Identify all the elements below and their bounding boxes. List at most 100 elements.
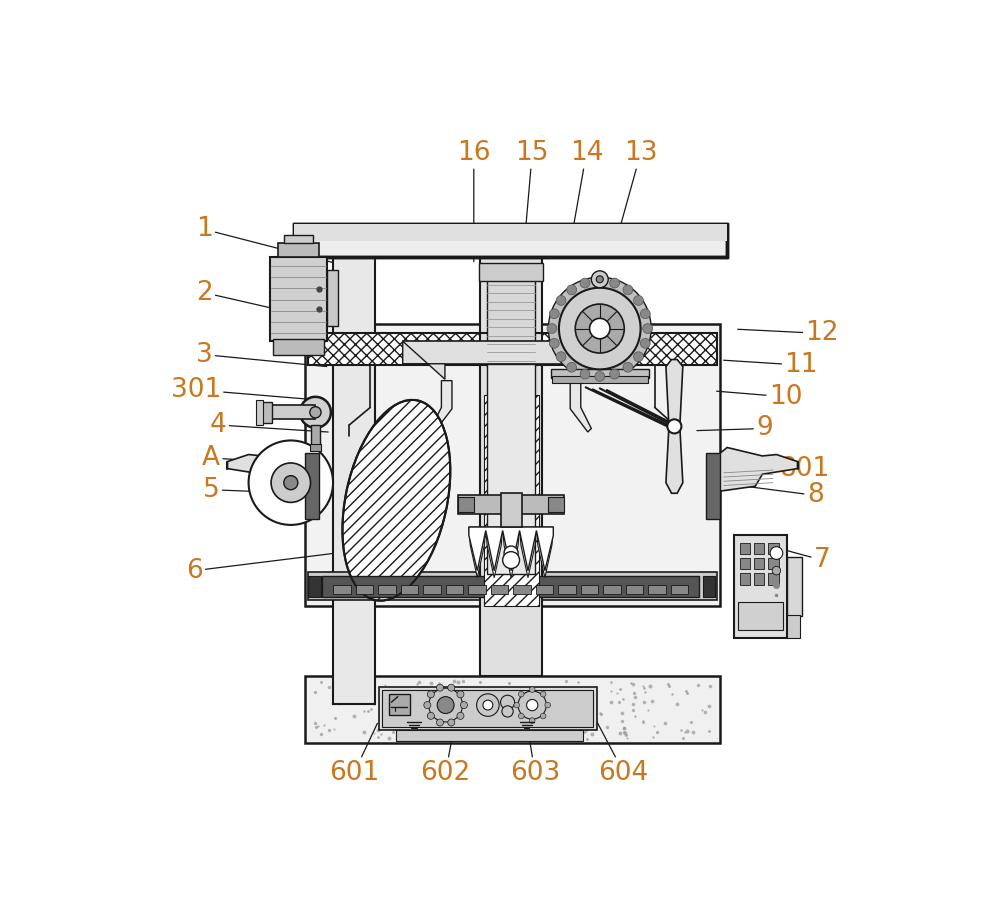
Bar — [458, 497, 474, 512]
Bar — [740, 573, 750, 585]
Polygon shape — [469, 527, 553, 570]
Bar — [501, 494, 522, 527]
Bar — [581, 586, 598, 594]
Bar — [536, 586, 553, 594]
Circle shape — [634, 352, 643, 362]
Circle shape — [575, 304, 624, 353]
Bar — [787, 615, 800, 638]
Text: 301: 301 — [171, 377, 314, 403]
Bar — [305, 324, 720, 606]
Bar — [389, 694, 410, 715]
Circle shape — [610, 278, 619, 288]
Bar — [558, 586, 576, 594]
Bar — [308, 333, 717, 366]
Polygon shape — [577, 341, 619, 379]
Bar — [378, 586, 396, 594]
Circle shape — [436, 719, 444, 726]
Text: 4: 4 — [210, 412, 328, 438]
Bar — [458, 494, 564, 515]
Bar — [327, 271, 338, 326]
Circle shape — [437, 696, 454, 714]
Circle shape — [529, 717, 535, 723]
Circle shape — [549, 309, 559, 319]
Polygon shape — [469, 527, 486, 578]
Polygon shape — [503, 527, 520, 578]
Bar — [740, 543, 750, 554]
Circle shape — [610, 369, 619, 379]
Bar — [403, 341, 619, 364]
Circle shape — [518, 691, 524, 697]
Text: 601: 601 — [329, 723, 379, 786]
Bar — [484, 395, 539, 606]
Circle shape — [623, 285, 633, 294]
Text: 801: 801 — [738, 455, 830, 482]
Bar — [670, 422, 679, 430]
Bar — [382, 690, 593, 727]
Circle shape — [567, 285, 577, 294]
Text: 1: 1 — [196, 217, 335, 263]
Text: 12: 12 — [738, 321, 839, 346]
Polygon shape — [431, 380, 452, 432]
Text: A: A — [202, 445, 272, 471]
Polygon shape — [227, 448, 305, 491]
Bar — [754, 573, 764, 585]
Bar — [513, 586, 531, 594]
Circle shape — [518, 691, 546, 719]
Circle shape — [427, 691, 434, 698]
Bar — [626, 586, 643, 594]
Text: 9: 9 — [697, 416, 773, 441]
Bar — [706, 453, 720, 519]
Bar — [256, 399, 263, 425]
Circle shape — [501, 696, 515, 709]
Bar — [322, 576, 699, 597]
Circle shape — [547, 324, 557, 334]
Circle shape — [591, 271, 608, 288]
Bar — [479, 263, 543, 281]
Circle shape — [590, 318, 610, 339]
Bar — [311, 425, 320, 448]
Circle shape — [424, 702, 431, 708]
Bar — [265, 405, 315, 420]
Bar — [294, 224, 727, 258]
Circle shape — [540, 691, 546, 697]
Bar — [548, 497, 564, 512]
Circle shape — [595, 276, 605, 285]
Bar — [768, 558, 779, 569]
Text: 602: 602 — [421, 723, 471, 786]
Bar — [333, 586, 351, 594]
Bar — [308, 333, 717, 366]
Circle shape — [483, 700, 493, 710]
Polygon shape — [570, 380, 591, 432]
Bar — [787, 557, 802, 616]
Text: 15: 15 — [515, 141, 549, 250]
Text: 8: 8 — [745, 483, 824, 508]
Polygon shape — [666, 359, 683, 423]
Circle shape — [429, 688, 463, 722]
Circle shape — [436, 685, 444, 691]
Circle shape — [623, 362, 633, 372]
Bar — [738, 602, 783, 631]
Bar — [308, 576, 321, 597]
Circle shape — [448, 719, 455, 726]
Polygon shape — [520, 527, 536, 578]
Circle shape — [502, 706, 513, 717]
Circle shape — [540, 713, 546, 718]
Circle shape — [310, 407, 321, 418]
Circle shape — [772, 567, 781, 575]
Text: 10: 10 — [717, 384, 802, 409]
Bar — [648, 586, 666, 594]
Text: 14: 14 — [570, 141, 603, 245]
Circle shape — [556, 352, 566, 362]
Circle shape — [643, 324, 653, 334]
Circle shape — [284, 475, 298, 490]
Circle shape — [548, 277, 651, 380]
Text: 11: 11 — [724, 352, 818, 378]
Bar — [308, 572, 717, 600]
Circle shape — [634, 295, 643, 305]
Bar — [446, 586, 463, 594]
Circle shape — [556, 295, 566, 305]
Circle shape — [249, 441, 333, 525]
Bar — [740, 558, 750, 569]
Bar — [734, 536, 787, 638]
Text: 603: 603 — [510, 722, 560, 786]
